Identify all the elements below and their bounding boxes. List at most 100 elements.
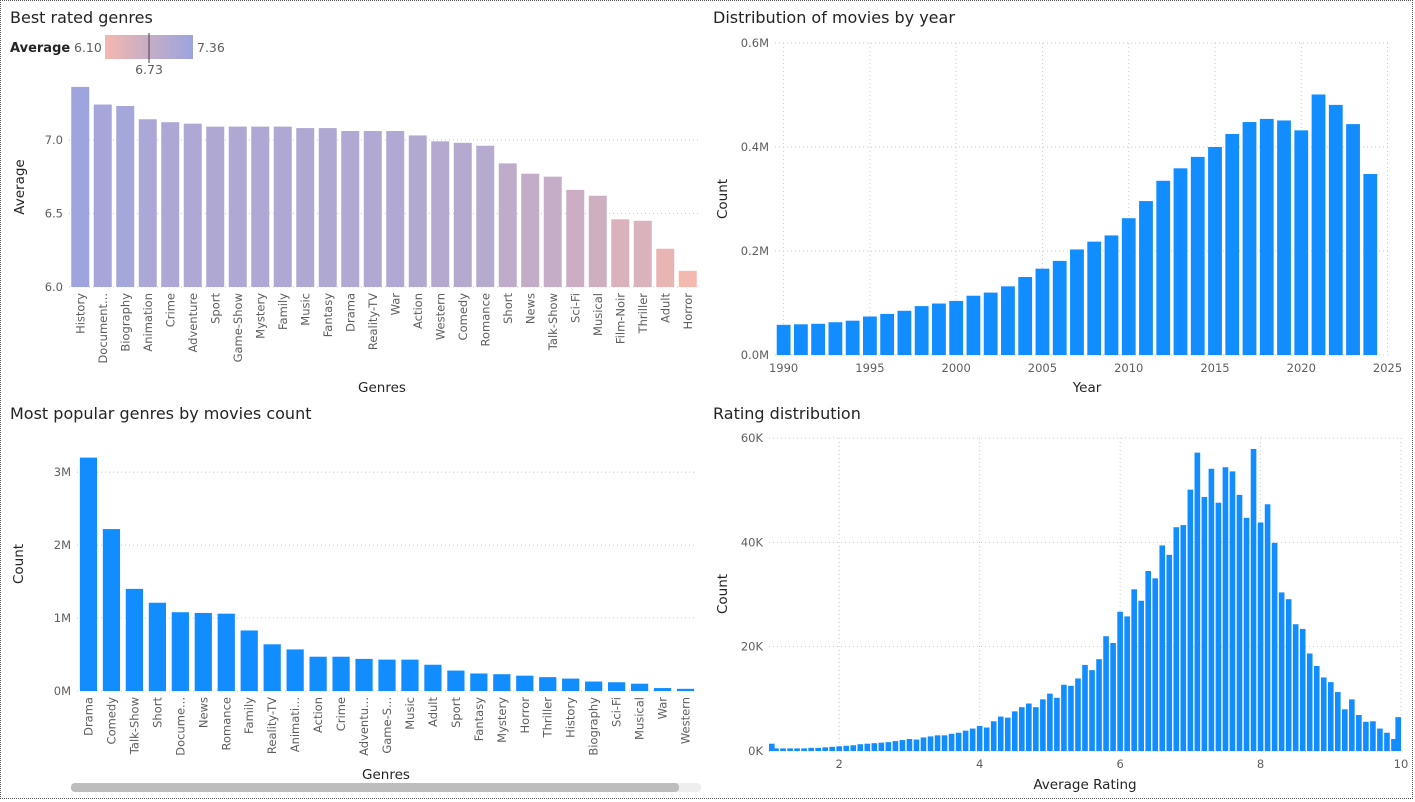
bar: [1243, 517, 1250, 751]
x-tick-label: 2000: [942, 361, 971, 375]
x-tick-label: 2015: [1200, 361, 1229, 375]
x-tick-label: Docume...: [173, 697, 187, 756]
bar: [1306, 653, 1313, 751]
y-tick-label: 0K: [748, 744, 763, 758]
popular-genres-chart: Most popular genres by movies count Coun…: [10, 404, 701, 792]
bar: [1124, 616, 1130, 751]
bar: [769, 743, 775, 751]
bar: [1070, 249, 1084, 355]
bar: [1190, 156, 1205, 355]
bar: [138, 119, 157, 287]
x-tick-label: Sci-Fi: [568, 293, 582, 323]
x-tick-label: Mystery: [495, 697, 509, 743]
x-tick-label: Talk-Show: [127, 697, 141, 755]
bar: [941, 735, 948, 751]
bar: [71, 86, 90, 287]
bar: [1117, 611, 1123, 751]
bar: [1004, 717, 1011, 751]
y-tick-label: 60K: [741, 431, 764, 445]
bar: [493, 674, 511, 691]
bar: [845, 320, 860, 355]
bar: [1089, 670, 1095, 751]
bar: [1131, 589, 1137, 751]
x-tick-label: Action: [311, 697, 325, 733]
bar: [966, 295, 981, 355]
bar: [102, 529, 121, 691]
bar: [1225, 134, 1240, 355]
bar: [1334, 692, 1341, 751]
bar: [1040, 699, 1046, 751]
bar: [1278, 592, 1285, 751]
bar: [1187, 489, 1194, 751]
x-tick-label: 4: [976, 757, 983, 771]
bar: [871, 743, 878, 751]
color-legend: Average 6.10 7.36 6.73: [10, 33, 225, 77]
y-tick-label: 40K: [741, 535, 764, 549]
x-tick-label: Sport: [449, 697, 463, 728]
bar: [932, 303, 946, 355]
bar: [296, 128, 315, 287]
x-tick-label: Reality-TV: [366, 293, 380, 350]
x-tick-label: 1990: [769, 361, 798, 375]
bar: [332, 656, 350, 691]
bar: [914, 306, 929, 355]
bar: [341, 131, 360, 287]
y-tick-label: 6.0: [45, 280, 63, 294]
bar: [1250, 448, 1257, 751]
bar: [1277, 120, 1291, 355]
x-tick-label: Adult: [426, 697, 440, 727]
x-tick-label: News: [523, 293, 537, 324]
bar: [864, 743, 871, 751]
bar: [633, 220, 652, 287]
y-axis-label: Count: [715, 574, 731, 614]
bar: [401, 659, 419, 691]
x-tick-label: Horror: [518, 697, 532, 734]
bar: [878, 742, 885, 751]
bar: [453, 142, 472, 287]
bar: [539, 677, 557, 691]
bar: [1110, 643, 1116, 751]
bar: [1201, 496, 1208, 751]
bar: [997, 716, 1004, 751]
bar: [955, 732, 962, 751]
bar: [880, 313, 895, 355]
bar: [447, 670, 465, 691]
bar: [470, 673, 488, 691]
bar: [1236, 494, 1243, 751]
bar: [976, 725, 983, 751]
x-axis-label: Year: [1072, 380, 1102, 396]
bar: [1363, 174, 1378, 355]
y-tick-label: 0.6M: [741, 36, 769, 50]
x-tick-label: Horror: [681, 293, 695, 330]
bar: [1294, 130, 1309, 355]
bar: [962, 730, 969, 751]
bar: [125, 588, 144, 691]
horizontal-scrollbar-thumb[interactable]: [71, 783, 679, 792]
bar: [1215, 502, 1222, 751]
bar: [850, 745, 857, 751]
bar: [240, 630, 258, 691]
bar: [794, 748, 800, 751]
bar: [780, 748, 786, 751]
bar: [1377, 728, 1383, 751]
bar: [1018, 707, 1025, 751]
x-tick-label: Comedy: [104, 697, 118, 745]
bar: [653, 688, 672, 691]
x-tick-label: History: [73, 293, 87, 334]
x-tick-label: Action: [411, 293, 425, 329]
bar: [206, 126, 225, 287]
bar: [1328, 104, 1343, 355]
bar: [676, 688, 695, 691]
x-tick-label: News: [196, 697, 210, 728]
bar: [1346, 124, 1360, 356]
bar: [228, 126, 247, 287]
bar: [566, 189, 585, 287]
y-tick-label: 2M: [54, 538, 71, 552]
bar: [793, 324, 808, 355]
x-tick-label: Drama: [81, 697, 95, 736]
bar: [1082, 664, 1088, 751]
bar: [1222, 467, 1229, 751]
bar: [1299, 628, 1306, 751]
bar: [927, 736, 934, 751]
